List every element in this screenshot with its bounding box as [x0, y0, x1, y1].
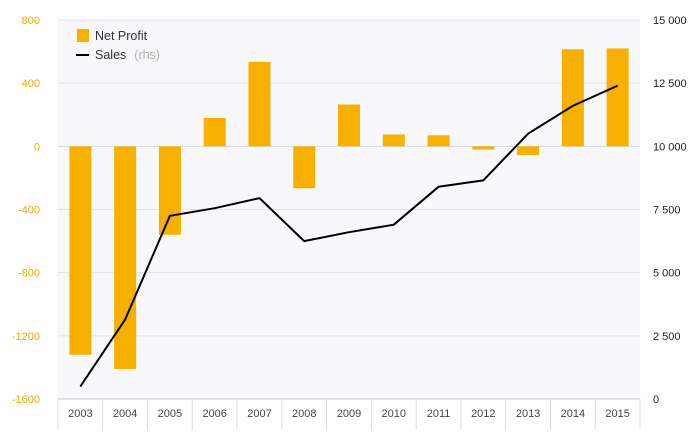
x-tick-label-2012: 2012: [471, 408, 495, 420]
right-tick-label: 2 500: [653, 331, 681, 343]
right-y-axis: 15 000 12 500 10 000 7 500 5 000 2 500 0: [653, 15, 687, 406]
left-tick-label: -1600: [12, 394, 40, 406]
left-tick-label: -400: [18, 205, 40, 217]
right-tick-label: 7 500: [653, 205, 681, 217]
x-tick-label-2014: 2014: [561, 408, 585, 420]
sales-line: [79, 84, 619, 387]
bar-net-profit-2014: [561, 49, 584, 147]
legend-net-profit-label: Net Profit: [95, 29, 148, 43]
right-tick-label: 15 000: [653, 15, 687, 27]
left-tick-label: 0: [34, 141, 40, 153]
bar-net-profit-2008: [293, 146, 316, 189]
right-tick-label: 10 000: [653, 141, 687, 153]
bar-net-profit-2011: [427, 135, 450, 147]
legend-sales-rhs-note: (rhs): [134, 48, 160, 62]
x-tick-label-2004: 2004: [113, 408, 137, 420]
legend-net-profit-swatch: [77, 29, 89, 42]
x-axis: 2003 2004 2005 2006 2007 2008 2009 2010 2011 2012…: [57, 398, 641, 430]
left-tick-label: -800: [18, 268, 40, 280]
right-tick-label: 5 000: [653, 268, 681, 280]
legend: Net Profit Sales (rhs): [76, 29, 160, 63]
legend-sales-label: Sales: [95, 48, 126, 62]
x-tick-label-2009: 2009: [337, 408, 361, 420]
x-tick-label-2005: 2005: [158, 408, 182, 420]
x-tick-label-2015: 2015: [605, 408, 629, 420]
left-y-axis: 800 400 0 -400 -800 -1200 -1600: [12, 15, 40, 406]
x-tick-label-2007: 2007: [247, 408, 271, 420]
x-tick-label-2013: 2013: [516, 408, 540, 420]
x-tick-label-2003: 2003: [68, 408, 92, 420]
left-tick-label: -1200: [12, 331, 40, 343]
right-tick-label: 12 500: [653, 78, 687, 90]
bar-net-profit-2012: [472, 146, 495, 150]
bar-net-profit-2007: [248, 61, 271, 147]
bar-net-profit-2013: [517, 146, 540, 156]
bar-net-profit-2010: [382, 134, 405, 147]
right-tick-label: 0: [653, 394, 659, 406]
x-tick-label-2006: 2006: [202, 408, 226, 420]
x-tick-label-2010: 2010: [382, 408, 406, 420]
bars-layer: [69, 48, 629, 369]
left-tick-label: 400: [22, 78, 40, 90]
legend-sales-label-group: Sales (rhs): [95, 46, 160, 63]
bar-net-profit-2004: [114, 146, 137, 369]
x-tick-label-2011: 2011: [427, 408, 451, 420]
x-tick-label-2008: 2008: [292, 408, 316, 420]
bar-net-profit-2006: [203, 117, 226, 147]
bar-net-profit-2003: [69, 146, 92, 355]
bar-net-profit-2009: [338, 104, 360, 147]
bar-net-profit-2015: [606, 48, 629, 147]
line-layer: [79, 84, 619, 387]
left-tick-label: 800: [22, 15, 40, 27]
bar-net-profit-2005: [158, 146, 181, 235]
